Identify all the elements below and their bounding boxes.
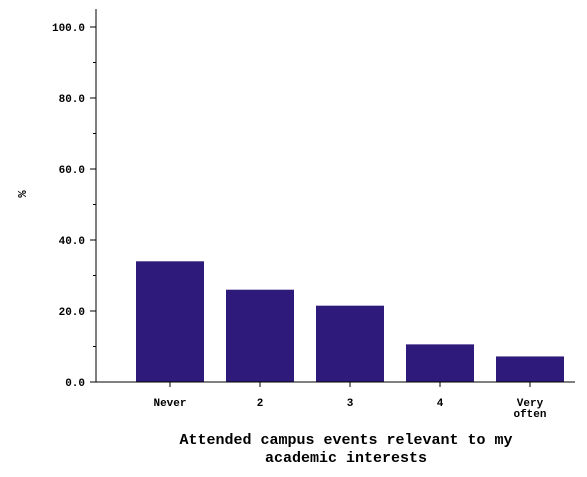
bar-never	[136, 261, 204, 382]
bar-4	[406, 344, 474, 382]
x-tick-label: Very	[517, 398, 544, 410]
x-tick-label: 2	[257, 398, 264, 410]
bar-very-often	[496, 356, 564, 382]
x-axis-title-line: Attended campus events relevant to my	[179, 432, 512, 449]
y-tick-label: 60.0	[59, 165, 85, 177]
y-axis-ticks: 0.0 20.0 40.0 60.0 80.0 100.0	[52, 23, 96, 390]
y-tick-label: 20.0	[59, 307, 85, 319]
y-axis-label: %	[16, 190, 30, 198]
x-tick-label: 4	[437, 398, 444, 410]
x-tick-label: Never	[153, 398, 186, 410]
y-tick-label: 40.0	[59, 236, 85, 248]
y-tick-label: 100.0	[52, 23, 85, 35]
y-tick-label: 0.0	[65, 378, 85, 390]
x-axis-title-line: academic interests	[265, 450, 427, 467]
x-axis-title: Attended campus events relevant to myaca…	[179, 432, 512, 467]
y-tick-label: 80.0	[59, 94, 85, 106]
plot-area	[136, 261, 564, 382]
x-tick-label: often	[513, 409, 546, 421]
bar-2	[226, 289, 294, 382]
x-tick-label: 3	[347, 398, 354, 410]
bar-3	[316, 305, 384, 382]
